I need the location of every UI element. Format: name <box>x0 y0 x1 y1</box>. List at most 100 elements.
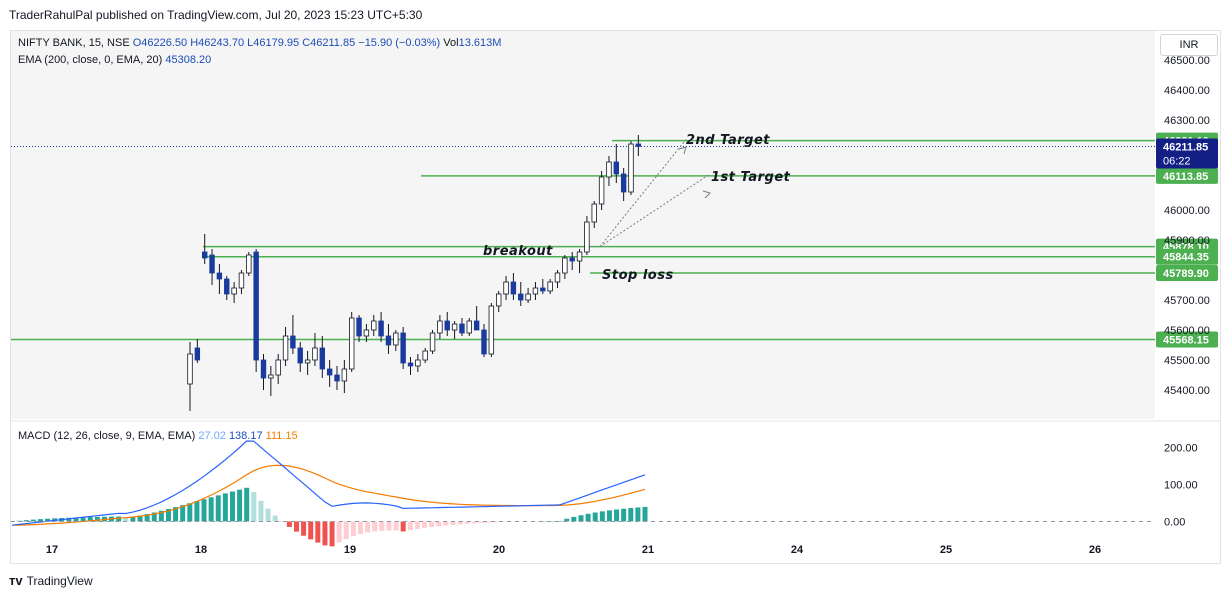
macd-hist-bar <box>614 509 620 522</box>
candle-down <box>260 359 267 379</box>
candle-up <box>628 143 634 193</box>
macd-hist-bar <box>301 521 307 536</box>
tradingview-logo-icon[interactable]: ᴛᴠ <box>9 573 23 588</box>
macd-hist-bar <box>37 519 43 522</box>
time-tick-label: 17 <box>46 544 58 556</box>
candle-up <box>415 359 421 367</box>
candle-down <box>540 287 546 292</box>
chart-frame[interactable] <box>10 30 1221 564</box>
price-tick-label: 46400.00 <box>1164 85 1210 97</box>
candle-up <box>304 359 311 364</box>
macd-hist-bar <box>308 521 314 540</box>
footer: ᴛᴠ TradingView <box>9 573 93 588</box>
macd-hist-bar <box>478 521 484 524</box>
currency-button[interactable]: INR <box>1160 34 1218 56</box>
candle-up <box>532 287 539 295</box>
candle-up <box>591 203 597 223</box>
candle-up <box>495 293 502 307</box>
candle-down <box>326 368 333 376</box>
volume-label: Vol <box>443 37 459 49</box>
macd-hist-bar <box>635 507 641 522</box>
level-price-label: 45789.90 <box>1163 268 1209 280</box>
macd-hist-bar <box>272 515 278 522</box>
macd-hist-bar <box>414 521 420 529</box>
macd-hist-bar <box>621 508 627 522</box>
candle-down <box>356 317 362 337</box>
candle-up <box>231 287 237 295</box>
macd-hist-bar <box>116 516 122 522</box>
candle-down <box>510 281 517 295</box>
macd-hist-bar <box>222 493 228 522</box>
candle-up <box>584 221 590 253</box>
macd-hist-bar <box>322 521 328 546</box>
candle-up <box>437 320 443 334</box>
price-tick-label: 46000.00 <box>1164 205 1210 217</box>
candle-down <box>459 323 465 334</box>
macd-hist-bar <box>151 512 157 522</box>
macd-hist-bar <box>244 487 250 522</box>
target1-arrow <box>599 173 711 248</box>
macd-hist-bar <box>350 521 356 537</box>
level-price-tag <box>1156 265 1218 282</box>
price-tick-label: 46300.00 <box>1164 115 1210 127</box>
macd-hist-bar <box>180 505 186 522</box>
macd-label[interactable]: MACD (12, 26, close, 9, EMA, EMA) <box>18 430 196 442</box>
level-price-tag <box>1156 331 1218 348</box>
macd-hist-bar <box>208 497 214 522</box>
macd-line <box>11 440 646 526</box>
macd-hist-bar <box>443 521 449 526</box>
macd-hist-bar <box>94 516 100 522</box>
ema-label[interactable]: EMA (200, close, 0, EMA, 20) <box>18 54 163 66</box>
macd-hist-bar <box>365 521 371 533</box>
candle-down <box>620 173 627 193</box>
candle-up <box>246 254 252 274</box>
macd-hist-bar <box>386 521 392 531</box>
candle-down <box>194 347 201 361</box>
macd-hist-bar <box>215 495 221 522</box>
time-tick-label: 24 <box>791 544 804 556</box>
price-tick-label: 46500.00 <box>1164 55 1210 67</box>
candle-up <box>238 272 245 289</box>
macd-hist-bar <box>201 499 207 522</box>
macd-hist-bar <box>358 521 364 535</box>
macd-hist-bar <box>80 517 86 522</box>
price-legend: NIFTY BANK, 15, NSE O46226.50 H46243.70 … <box>18 35 501 69</box>
candle-up <box>282 335 289 361</box>
macd-hist-bar <box>23 520 29 522</box>
candle-down <box>569 257 575 262</box>
target2-arrowhead <box>678 146 687 155</box>
ema-value: 45308.20 <box>165 54 212 66</box>
macd-hist-bar <box>158 510 164 522</box>
candle-down <box>334 374 340 382</box>
macd-hist-bar <box>606 510 612 522</box>
macd-hist-bar <box>343 521 349 539</box>
candle-down <box>473 320 480 331</box>
price-tick-label: 45900.00 <box>1164 235 1210 247</box>
candle-down <box>297 347 303 364</box>
macd-hist-bar <box>372 521 378 532</box>
last-price-tag <box>1156 138 1218 169</box>
symbol-label[interactable]: NIFTY BANK, 15, NSE <box>18 37 130 49</box>
macd-hist-bar <box>45 518 51 522</box>
time-tick-label: 25 <box>940 544 952 556</box>
candle-down <box>635 143 642 147</box>
candle-up <box>312 347 318 361</box>
macd-hist-bar <box>194 501 200 522</box>
annotation-label: breakout <box>483 244 553 259</box>
macd-hist-bar <box>450 521 456 525</box>
last-price-label: 46211.85 <box>1163 141 1208 153</box>
macd-tick-label: 200.00 <box>1164 442 1198 454</box>
candle-down <box>224 278 230 295</box>
candle-up <box>363 329 370 337</box>
target1-arrowhead <box>702 190 711 199</box>
macd-hist-bar <box>123 517 129 522</box>
candle-down <box>444 320 450 331</box>
macd-hist-bar <box>144 514 150 522</box>
macd-hist-bar <box>258 500 264 522</box>
macd-tick-label: 0.00 <box>1164 516 1185 528</box>
footer-brand[interactable]: TradingView <box>26 573 93 588</box>
time-tick-label: 18 <box>195 544 207 556</box>
candle-up <box>576 251 583 262</box>
macd-hist-bar <box>286 521 292 527</box>
